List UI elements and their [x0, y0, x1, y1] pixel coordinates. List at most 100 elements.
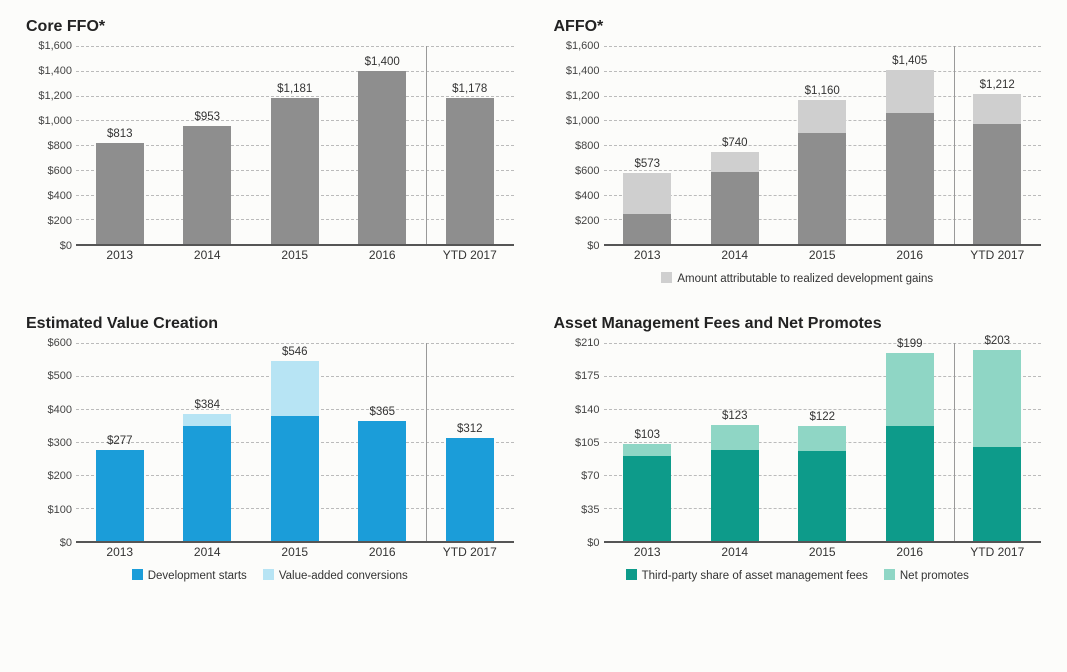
bar: $203: [973, 343, 1021, 541]
y-tick-label: $210: [575, 337, 599, 349]
legend-item: Third-party share of asset management fe…: [626, 569, 868, 582]
bar-segment-net_prom: [886, 353, 934, 426]
bar-segment-third_party: [973, 447, 1021, 541]
x-axis: 2013201420152016YTD 2017: [604, 543, 1042, 563]
y-tick-label: $400: [48, 190, 72, 202]
y-axis: $0$200$400$600$800$1,000$1,200$1,400$1,6…: [554, 46, 604, 246]
bar-segment-net_prom: [711, 425, 759, 450]
bar: $312: [446, 343, 494, 541]
y-tick-label: $200: [48, 470, 72, 482]
y-axis: $0$100$200$300$400$500$600: [26, 343, 76, 543]
bar-segment-dev_starts: [358, 421, 406, 541]
bar-segment-core: [446, 98, 494, 244]
y-tick-label: $1,200: [38, 90, 72, 102]
legend-label: Amount attributable to realized developm…: [677, 273, 933, 285]
x-tick-label: 2015: [281, 545, 308, 559]
y-tick-label: $0: [587, 240, 599, 252]
chart-affo: AFFO*$0$200$400$600$800$1,000$1,200$1,40…: [554, 18, 1042, 285]
x-tick-label: YTD 2017: [443, 545, 497, 559]
bar-segment-base: [886, 113, 934, 244]
bar: $1,178: [446, 46, 494, 244]
bar-segment-base: [623, 214, 671, 244]
chart-box: $0$200$400$600$800$1,000$1,200$1,400$1,6…: [26, 46, 514, 266]
chart-box: $0$100$200$300$400$500$600$277$384$546$3…: [26, 343, 514, 563]
bar: $573: [623, 46, 671, 244]
y-tick-label: $1,400: [38, 65, 72, 77]
chart-box: $0$200$400$600$800$1,000$1,200$1,400$1,6…: [554, 46, 1042, 266]
bar-segment-dev_starts: [446, 438, 494, 541]
y-tick-label: $200: [575, 215, 599, 227]
y-tick-label: $1,600: [38, 40, 72, 52]
legend-swatch: [661, 272, 672, 283]
bar-segment-core: [358, 71, 406, 244]
bar: $199: [886, 343, 934, 541]
bar: $1,405: [886, 46, 934, 244]
x-tick-label: 2016: [896, 248, 923, 262]
bar-segment-core: [271, 98, 319, 244]
x-tick-label: 2015: [809, 248, 836, 262]
bar-value-label: $277: [107, 435, 133, 447]
y-tick-label: $1,000: [566, 115, 600, 127]
y-tick-label: $300: [48, 437, 72, 449]
separator-line: [954, 343, 955, 541]
bar-segment-third_party: [886, 426, 934, 541]
bar: $813: [96, 46, 144, 244]
x-axis: 2013201420152016YTD 2017: [604, 246, 1042, 266]
bar: $365: [358, 343, 406, 541]
bar-segment-dev_starts: [183, 426, 231, 542]
y-tick-label: $1,600: [566, 40, 600, 52]
x-tick-label: 2013: [634, 545, 661, 559]
bar: $122: [798, 343, 846, 541]
bar-segment-base: [973, 124, 1021, 244]
bar-value-label: $122: [809, 411, 835, 423]
y-tick-label: $0: [587, 537, 599, 549]
x-tick-label: 2014: [721, 248, 748, 262]
separator-line: [426, 46, 427, 244]
bar: $740: [711, 46, 759, 244]
bar: $1,181: [271, 46, 319, 244]
bar-value-label: $1,400: [365, 56, 400, 68]
legend-label: Development starts: [148, 570, 247, 582]
bar-segment-dev_gains: [798, 100, 846, 132]
bar-segment-dev_starts: [271, 416, 319, 541]
bar-value-label: $123: [722, 410, 748, 422]
bar-value-label: $199: [897, 338, 923, 350]
bar: $546: [271, 343, 319, 541]
bar-value-label: $1,178: [452, 83, 487, 95]
bar-segment-net_prom: [623, 444, 671, 456]
x-tick-label: 2015: [281, 248, 308, 262]
chart-title: Asset Management Fees and Net Promotes: [554, 315, 1042, 333]
bar-segment-dev_gains: [973, 94, 1021, 124]
bar-value-label: $1,160: [805, 85, 840, 97]
chart-title: AFFO*: [554, 18, 1042, 36]
y-tick-label: $0: [60, 240, 72, 252]
legend-label: Net promotes: [900, 570, 969, 582]
y-tick-label: $1,200: [566, 90, 600, 102]
bar-value-label: $384: [194, 399, 220, 411]
y-axis: $0$200$400$600$800$1,000$1,200$1,400$1,6…: [26, 46, 76, 246]
legend: Third-party share of asset management fe…: [554, 569, 1042, 582]
bar-segment-dev_gains: [711, 152, 759, 172]
bar-value-label: $953: [194, 111, 220, 123]
y-tick-label: $35: [581, 504, 599, 516]
y-tick-label: $70: [581, 470, 599, 482]
legend-swatch: [132, 569, 143, 580]
y-tick-label: $0: [60, 537, 72, 549]
y-tick-label: $600: [48, 165, 72, 177]
bar-segment-third_party: [798, 451, 846, 542]
plot-area: $813 $953 $1,181 $1,400 $1,178: [76, 46, 514, 246]
bar-segment-va_conv: [183, 414, 231, 425]
y-tick-label: $600: [575, 165, 599, 177]
x-tick-label: 2013: [106, 545, 133, 559]
y-tick-label: $175: [575, 370, 599, 382]
x-axis: 2013201420152016YTD 2017: [76, 246, 514, 266]
legend-item: Net promotes: [884, 569, 969, 582]
chart-title: Core FFO*: [26, 18, 514, 36]
y-tick-label: $800: [575, 140, 599, 152]
bar-segment-dev_starts: [96, 450, 144, 541]
separator-line: [954, 46, 955, 244]
y-tick-label: $500: [48, 370, 72, 382]
bar-value-label: $1,405: [892, 55, 927, 67]
y-tick-label: $100: [48, 504, 72, 516]
legend-swatch: [626, 569, 637, 580]
